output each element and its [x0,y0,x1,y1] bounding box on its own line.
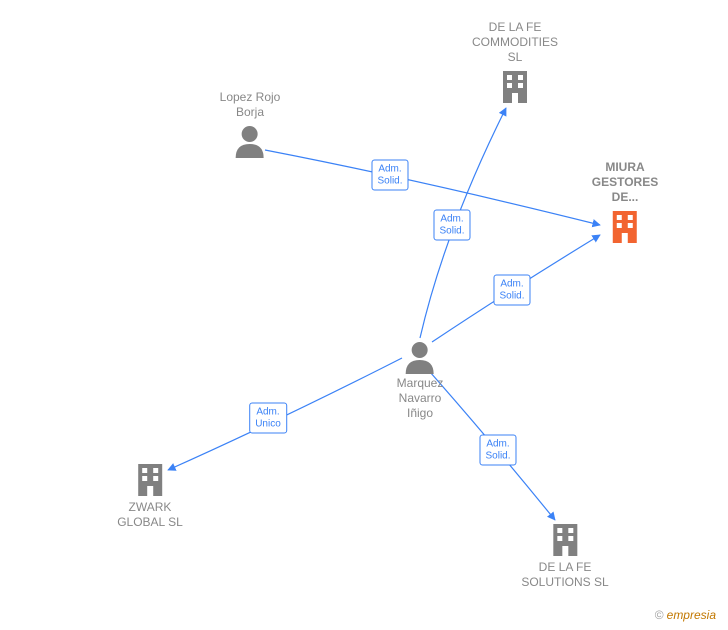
person-icon [404,340,436,374]
building-icon [609,209,641,245]
node-delafe-solutions[interactable]: DE LA FE SOLUTIONS SL [521,522,608,590]
copyright-symbol: © [655,608,664,622]
edges-layer [0,0,728,630]
diagram-canvas: Adm. Solid. Adm. Solid. Adm. Solid. Adm.… [0,0,728,630]
node-label: ZWARK GLOBAL SL [117,500,183,530]
node-miura[interactable]: MIURA GESTORES DE... [592,160,658,245]
node-zwark[interactable]: ZWARK GLOBAL SL [117,462,183,530]
node-label: DE LA FE SOLUTIONS SL [521,560,608,590]
edge-label-marquez-delafe-comm: Adm. Solid. [433,210,470,241]
edge-label-marquez-miura: Adm. Solid. [493,275,530,306]
building-icon [549,522,581,558]
node-lopez[interactable]: Lopez Rojo Borja [220,90,281,158]
building-icon [134,462,166,498]
node-label: DE LA FE COMMODITIES SL [472,20,558,65]
edge-label-lopez-miura: Adm. Solid. [371,160,408,191]
brand-name: empresia [667,608,716,622]
node-label: Marquez Navarro Iñigo [397,376,444,421]
node-delafe-commodities[interactable]: DE LA FE COMMODITIES SL [472,20,558,105]
building-icon [499,69,531,105]
edge-label-marquez-delafe-sol: Adm. Solid. [479,435,516,466]
node-label: MIURA GESTORES DE... [592,160,658,205]
person-icon [234,124,266,158]
copyright: ©empresia [655,608,716,622]
edge-label-marquez-zwark: Adm. Unico [249,403,287,434]
node-marquez[interactable]: Marquez Navarro Iñigo [397,340,444,421]
node-label: Lopez Rojo Borja [220,90,281,120]
